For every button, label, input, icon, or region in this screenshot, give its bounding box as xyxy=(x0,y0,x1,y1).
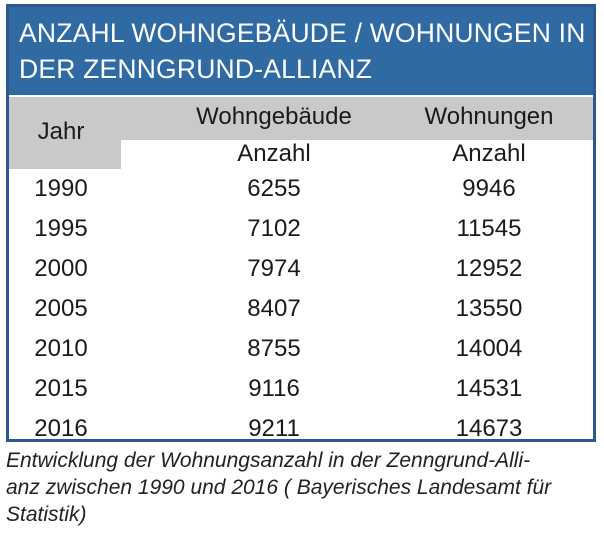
wohnungen-cell: 14531 xyxy=(455,375,523,402)
wohngebaeude-cell: 7102 xyxy=(247,215,301,242)
wohnungen-cell: 12952 xyxy=(455,255,523,282)
column-header-0: Jahr xyxy=(37,118,85,145)
caption: Entwicklung der Wohnungsanzahl in der Ze… xyxy=(6,447,600,528)
title-line-2: DER ZENNGRUND-ALLIANZ xyxy=(19,54,373,84)
year-cell: 2000 xyxy=(34,255,88,282)
wohngebaeude-cell: 8407 xyxy=(247,295,301,322)
wohngebaeude-cell: 9211 xyxy=(248,415,300,442)
wohnungen-cell: 14004 xyxy=(455,335,523,362)
column-header-1: Wohngebäude xyxy=(196,103,352,130)
unit-row-background xyxy=(121,140,593,169)
year-cell: 2016 xyxy=(34,415,88,442)
wohngebaeude-cell: 8755 xyxy=(247,335,301,362)
column-unit-2: Anzahl xyxy=(452,140,526,167)
wohnungen-cell: 14673 xyxy=(455,415,523,442)
wohnungen-cell: 11545 xyxy=(456,215,522,242)
caption-line-1: Entwicklung der Wohnungsanzahl in der Ze… xyxy=(6,449,531,472)
title-line-1: ANZAHL WOHNGEBÄUDE / WOHNUNGEN IN xyxy=(19,18,586,48)
wohnungen-cell: 9946 xyxy=(462,175,516,202)
wohngebaeude-cell: 9116 xyxy=(248,375,300,402)
wohngebaeude-cell: 7974 xyxy=(247,255,301,282)
year-cell: 2010 xyxy=(34,335,88,362)
caption-line-3: Statistik) xyxy=(6,503,87,526)
year-cell: 1995 xyxy=(34,215,88,242)
year-cell: 1990 xyxy=(34,175,88,202)
year-cell: 2005 xyxy=(34,295,88,322)
column-header-2: Wohnungen xyxy=(424,103,554,130)
table-frame: ANZAHL WOHNGEBÄUDE / WOHNUNGEN IN DER ZE… xyxy=(6,4,596,442)
caption-line-2: anz zwischen 1990 und 2016 ( Bayerisches… xyxy=(6,476,552,499)
wohnungen-cell: 13550 xyxy=(455,295,523,322)
year-cell: 2015 xyxy=(34,375,88,402)
wohngebaeude-cell: 6255 xyxy=(247,175,301,202)
column-unit-1: Anzahl xyxy=(237,140,311,167)
title-bar: ANZAHL WOHNGEBÄUDE / WOHNUNGEN IN DER ZE… xyxy=(9,7,593,95)
